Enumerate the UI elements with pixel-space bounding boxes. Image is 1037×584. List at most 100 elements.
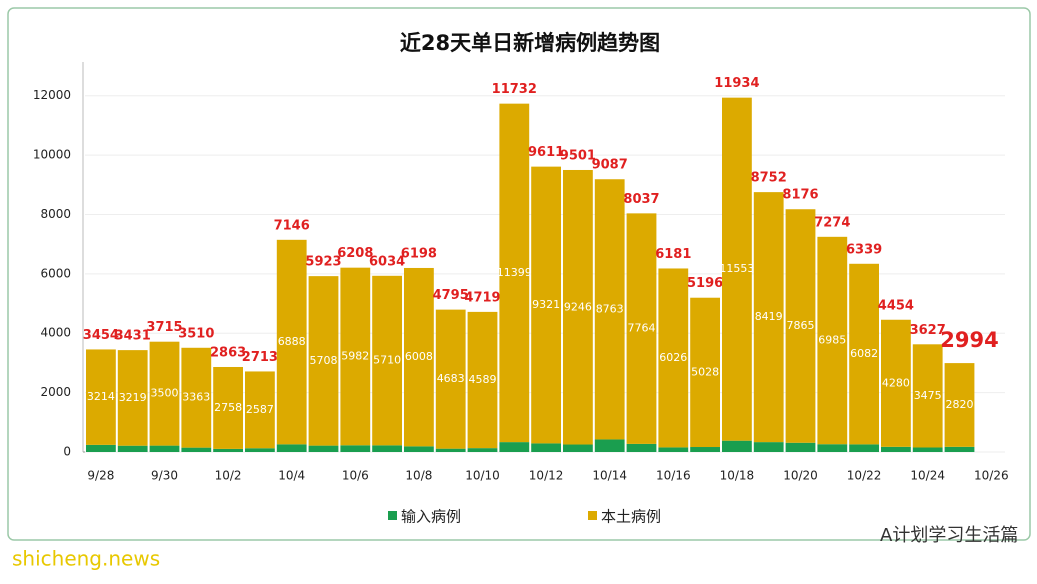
value-label: 6082 [850,347,878,360]
bar-segment [276,444,307,452]
bar-segment [912,344,943,448]
x-tick-label: 10/20 [783,469,818,483]
bar-segment [881,446,911,452]
value-label: 11553 [719,262,754,275]
watermark: A计划学习生活篇 [880,525,1018,546]
value-label: 3475 [914,389,942,402]
value-label: 7764 [628,322,656,335]
bar-segment [563,444,593,452]
y-tick-label: 8000 [40,207,71,221]
bar-segment [117,445,148,452]
legend-swatch [588,511,597,520]
bar-segment [849,444,879,452]
value-label: 3363 [182,391,210,404]
value-label: 4280 [882,376,910,389]
bar-segment [149,341,180,446]
bar-segment [499,442,530,452]
value-label: 5710 [373,354,401,367]
bar-segment [435,448,466,452]
value-label: 6026 [659,351,687,364]
bar-segment [86,444,116,452]
total-label: 8176 [782,188,818,203]
total-label: 3431 [115,329,151,344]
bar-segment [531,443,561,452]
total-label: 9501 [560,148,596,163]
bar-segment [785,442,816,452]
bar-segment [690,447,720,452]
x-tick-label: 10/22 [847,469,882,483]
value-label: 4683 [437,372,465,385]
value-label: 5028 [691,365,719,378]
bar-segment [944,363,975,447]
value-label: 3214 [87,390,115,403]
total-label: 7274 [814,215,850,230]
bar-segment [753,442,784,452]
total-label: 3627 [910,323,946,338]
x-tick-label: 10/12 [529,469,564,483]
bar-segment [563,169,593,445]
bar-segment [213,448,243,452]
value-label: 5708 [310,354,338,367]
bar-segment [340,267,371,446]
total-label: 9611 [528,145,564,160]
y-tick-label: 12000 [33,88,71,102]
total-label: 11934 [714,76,759,91]
x-tick-label: 10/8 [405,469,432,483]
value-label: 9321 [532,298,560,311]
total-label: 6339 [846,242,882,257]
bar-segment [149,445,180,452]
x-tick-label: 9/28 [87,469,114,483]
bar-segment [435,309,466,449]
bar-segment [626,213,657,444]
bar-segment [245,448,275,452]
total-label: 3715 [146,320,182,335]
x-tick-label: 10/18 [720,469,755,483]
value-label: 8419 [755,310,783,323]
bar-segment [912,447,943,452]
total-label: 8752 [751,171,787,186]
total-label: 6181 [655,247,691,262]
value-label: 5982 [341,349,369,362]
total-label: 6208 [337,246,373,261]
value-label: 6985 [818,334,846,347]
value-label: 2758 [214,401,242,414]
bar-segment [276,239,307,445]
bar-segment [626,443,657,452]
value-label: 7865 [787,319,815,332]
value-label: 4589 [469,373,497,386]
x-tick-label: 9/30 [151,469,178,483]
total-label: 4454 [878,298,914,313]
bar-segment [308,276,339,446]
bar-segment [658,447,689,452]
total-label: 5923 [305,255,341,270]
x-tick-label: 10/16 [656,469,691,483]
x-tick-label: 10/4 [278,469,305,483]
watermark: shicheng.news [12,547,160,571]
value-label: 8763 [596,302,624,315]
value-label: 6888 [278,335,306,348]
bar-segment [372,445,402,452]
bar-segment [404,267,434,447]
bar-segment [86,349,116,445]
total-label: 2994 [940,328,998,352]
total-label: 2863 [210,345,246,360]
bar-segment [245,371,275,449]
total-label: 7146 [274,218,310,233]
total-label: 6198 [401,246,437,261]
bar-segment [308,445,339,452]
value-label: 2820 [946,398,974,411]
bar-segment [944,446,975,452]
bar-segment [849,263,879,445]
value-label: 3500 [151,387,179,400]
bar-segment [817,444,848,452]
y-tick-label: 6000 [40,266,71,280]
total-label: 11732 [492,82,537,97]
value-label: 11399 [497,266,532,279]
bar-segment [117,350,148,446]
bar-segment [594,439,625,452]
bar-segment [722,97,752,441]
y-tick-label: 0 [63,445,71,459]
bar-segment [594,179,625,440]
total-label: 3510 [178,326,214,341]
bar-segment [499,103,530,443]
